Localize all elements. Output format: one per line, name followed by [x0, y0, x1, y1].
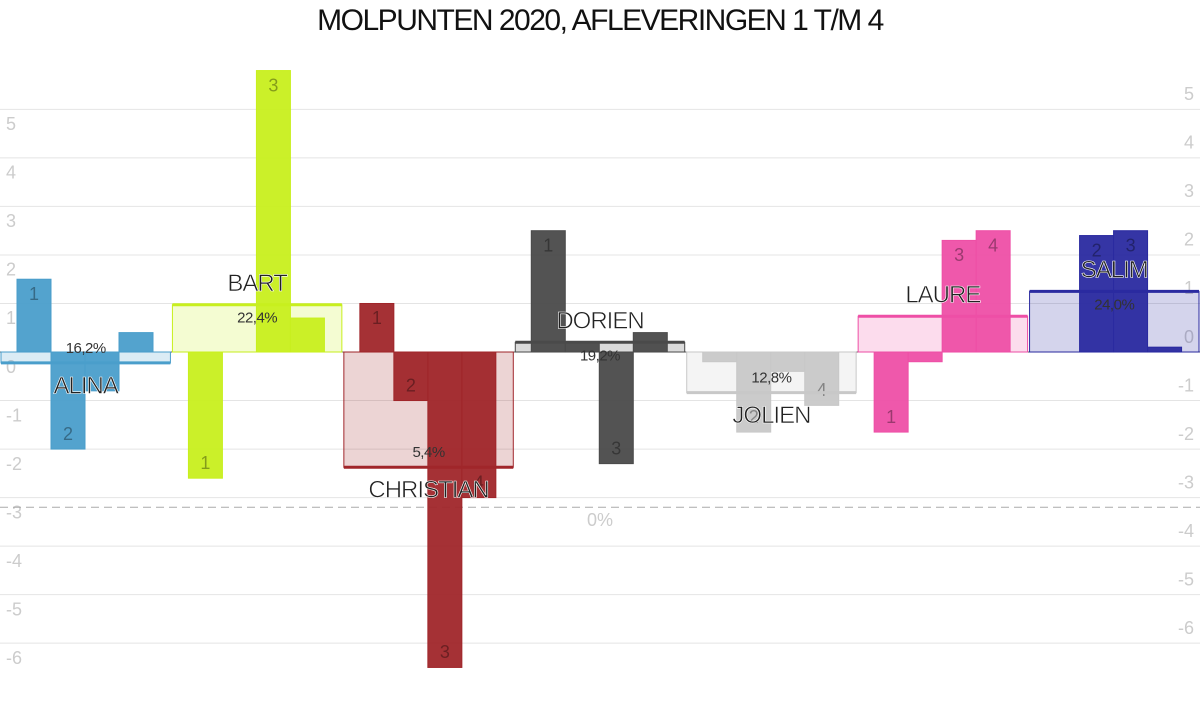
percent-label: 12,8% — [751, 370, 791, 387]
bar — [359, 302, 395, 353]
episode-label: 2 — [749, 407, 759, 427]
bar — [975, 230, 1011, 353]
name-label: JOLIEN — [732, 402, 810, 429]
y-tick-label: 5 — [6, 114, 16, 134]
episode-label: 2 — [1092, 240, 1102, 260]
name-label: DORIEN — [556, 308, 643, 335]
y-tick-label-right: 3 — [1184, 181, 1194, 201]
y-tick-label: 3 — [6, 211, 16, 231]
episode-label: 2 — [406, 375, 416, 395]
episode-label: 1 — [29, 284, 39, 304]
y-tick-label: 2 — [6, 260, 16, 280]
episode-label: 1 — [372, 308, 382, 328]
reference-label: 0% — [587, 510, 613, 530]
y-tick-label: -3 — [6, 502, 22, 522]
bar — [804, 351, 840, 406]
episode-label: 3 — [954, 245, 964, 265]
bar — [873, 351, 909, 433]
percent-label: 24,0% — [1094, 296, 1134, 313]
percent-label: 16,2% — [66, 340, 106, 357]
y-tick-label-right: -4 — [1178, 521, 1194, 541]
episode-label: 3 — [611, 438, 621, 458]
y-tick-label: -5 — [6, 599, 22, 619]
episode-label: 2 — [63, 424, 73, 444]
name-label: LAURE — [905, 282, 980, 309]
episode-label: 1 — [886, 407, 896, 427]
bar — [530, 230, 566, 353]
percent-label: 22,4% — [237, 310, 277, 327]
y-tick-label-right: 0 — [1184, 327, 1194, 347]
y-tick-label: -4 — [6, 551, 22, 571]
y-tick-label: -2 — [6, 454, 22, 474]
episode-label: 3 — [1126, 235, 1136, 255]
bar — [16, 278, 52, 353]
y-tick-label: 0 — [6, 357, 16, 377]
bar — [598, 351, 634, 465]
episode-label: 1 — [200, 453, 210, 473]
bar — [702, 351, 738, 363]
name-label: ALINA — [54, 372, 119, 399]
y-tick-label-right: 5 — [1184, 84, 1194, 104]
y-tick-label-right: -1 — [1178, 375, 1194, 395]
name-label: SALIM — [1081, 257, 1148, 284]
y-tick-label-right: 4 — [1184, 133, 1194, 153]
bar — [427, 351, 463, 668]
name-label: CHRISTIAN — [368, 477, 488, 504]
episode-label: 3 — [440, 642, 450, 662]
bar — [187, 351, 223, 479]
episode-label: 3 — [268, 75, 278, 95]
bar — [770, 351, 806, 372]
bar — [84, 351, 120, 392]
percent-label: 5,4% — [412, 444, 444, 461]
bar — [118, 332, 154, 353]
y-tick-label-right: 2 — [1184, 230, 1194, 250]
y-tick-label-right: -5 — [1178, 569, 1194, 589]
episode-label: 1 — [543, 235, 553, 255]
percent-label: 19,2% — [580, 347, 620, 364]
bar — [941, 239, 977, 353]
bar — [289, 317, 325, 353]
bar — [1147, 346, 1183, 353]
y-tick-label: 4 — [6, 163, 16, 183]
y-tick-label: 1 — [6, 308, 16, 328]
episode-label: 4 — [988, 235, 998, 255]
name-label: BART — [227, 270, 288, 297]
bar — [907, 351, 943, 363]
y-tick-label: -6 — [6, 648, 22, 668]
y-tick-label-right: -6 — [1178, 618, 1194, 638]
episode-label: 4 — [474, 472, 484, 492]
y-tick-label-right: -3 — [1178, 472, 1194, 492]
y-tick-label-right: 1 — [1184, 278, 1194, 298]
episode-label: 4 — [817, 380, 827, 400]
bar — [393, 351, 429, 402]
bar — [50, 351, 86, 450]
y-tick-label-right: -2 — [1178, 424, 1194, 444]
chart-title: MOLPUNTEN 2020, AFLEVERINGEN 1 T/M 4 — [317, 4, 883, 37]
bar — [461, 351, 497, 499]
y-tick-label: -1 — [6, 405, 22, 425]
